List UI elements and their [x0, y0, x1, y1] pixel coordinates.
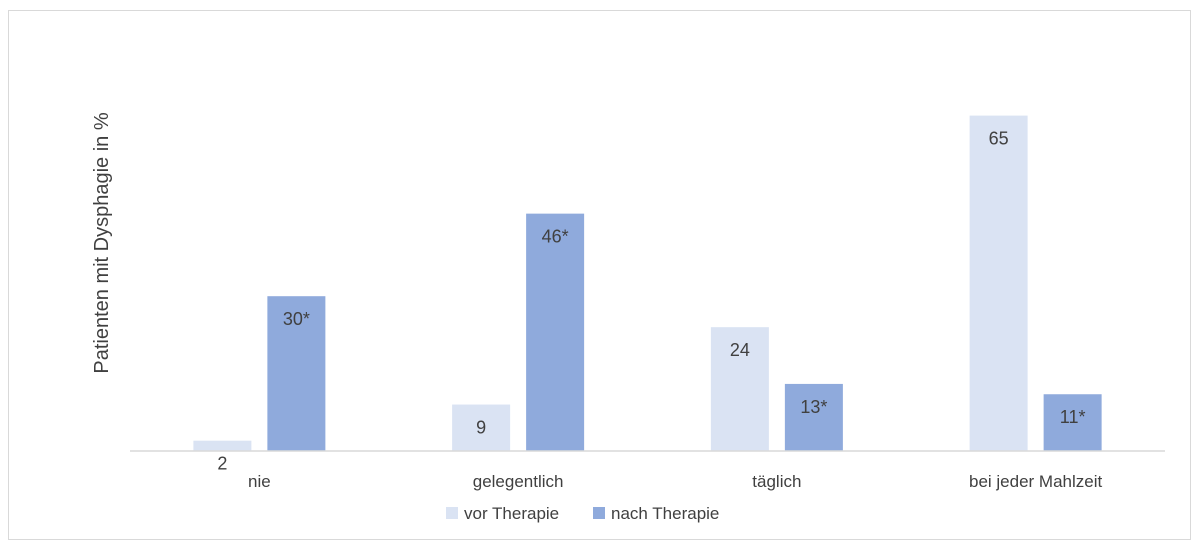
value-label-nach-therapie-bei-jeder-mahlzeit: 11* [1060, 407, 1086, 427]
legend: vor Therapie nach Therapie [446, 504, 719, 523]
value-label-vor-therapie-gelegentlich: 9 [476, 418, 486, 438]
x-tick-label-nie: nie [248, 472, 271, 491]
legend-swatch-nach-therapie [593, 507, 605, 519]
value-label-vor-therapie-nie: 2 [217, 454, 227, 474]
legend-label-vor-therapie: vor Therapie [464, 504, 559, 523]
y-axis-title: Patienten mit Dysphagie in % [91, 112, 113, 373]
value-label-nach-therapie-täglich: 13* [800, 397, 827, 417]
value-label-nach-therapie-nie: 30* [283, 309, 310, 329]
x-tick-labels: nie gelegentlich täglich bei jeder Mahlzeit [248, 472, 1102, 491]
bar-vor-therapie-gelegentlich [452, 404, 511, 451]
value-label-nach-therapie-gelegentlich: 46* [542, 227, 569, 247]
chart-frame [8, 10, 1191, 540]
bar-nach-therapie-gelegentlich [526, 213, 585, 451]
bar-nach-therapie-täglich [784, 383, 843, 451]
x-tick-label-bei-jeder-mahlzeit: bei jeder Mahlzeit [969, 472, 1103, 491]
bar-vor-therapie-täglich [710, 327, 769, 451]
x-tick-label-täglich: täglich [752, 472, 801, 491]
x-tick-label-gelegentlich: gelegentlich [473, 472, 564, 491]
bar-nach-therapie-nie [267, 296, 326, 451]
legend-swatch-vor-therapie [446, 507, 458, 519]
bar-nach-therapie-bei-jeder-mahlzeit [1043, 394, 1102, 451]
value-label-vor-therapie-täglich: 24 [730, 340, 750, 360]
bars-layer [193, 115, 1102, 451]
value-labels-layer: 2 30* 9 46* 24 13* 65 11* [217, 129, 1085, 474]
legend-label-nach-therapie: nach Therapie [611, 504, 719, 523]
value-label-vor-therapie-bei-jeder-mahlzeit: 65 [989, 129, 1009, 149]
bar-vor-therapie-nie [193, 440, 252, 451]
bar-vor-therapie-bei-jeder-mahlzeit [969, 115, 1028, 451]
